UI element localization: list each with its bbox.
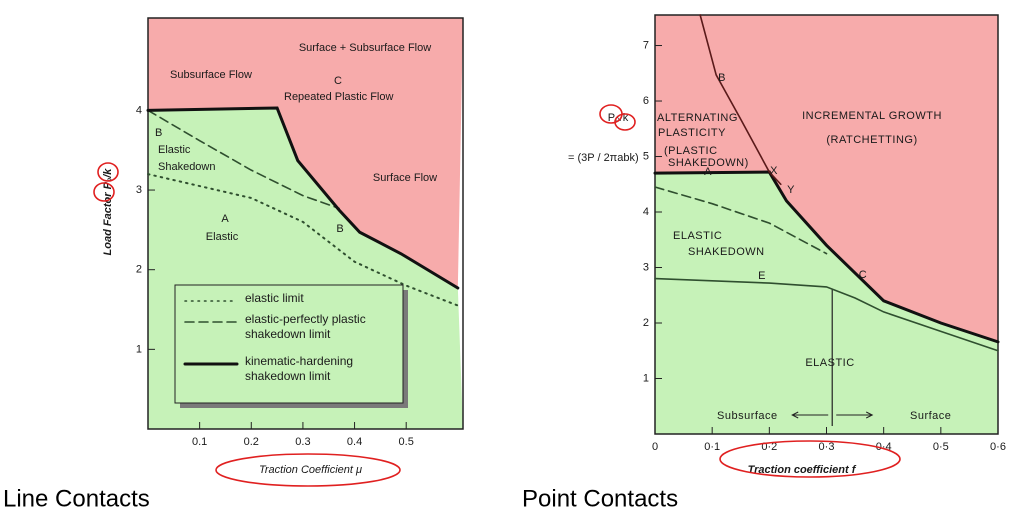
x-axis-label: Traction coefficient f (748, 464, 857, 476)
x-tick-label: 0.4 (347, 436, 362, 448)
y-tick-label: 2 (136, 264, 142, 276)
annotation: (RATCHETTING) (826, 134, 917, 146)
series-line (699, 14, 782, 186)
annotation: E (758, 270, 766, 282)
y-axis-note: = (3P / 2πabk) (568, 152, 639, 164)
annotation: SHAKEDOWN (688, 246, 765, 258)
caption: Point Contacts (522, 485, 678, 512)
annotation: Elastic (158, 144, 191, 156)
annotation: Elastic (206, 231, 239, 243)
x-tick-label: 0.5 (399, 436, 414, 448)
y-tick-label: 1 (643, 372, 649, 384)
y-axis-label: Load Factor P₀/k (102, 168, 114, 256)
y-tick-label: 7 (643, 39, 649, 51)
highlights (93, 104, 901, 487)
legend-entry: kinematic-hardening shakedown limit (245, 354, 354, 383)
y-axis-label: P₀/k (608, 112, 629, 124)
y-tick-label: 1 (136, 343, 142, 355)
annotation: A (221, 213, 229, 225)
annotation: X (770, 165, 778, 177)
x-tick-label: 0·6 (990, 441, 1006, 453)
annotation: SHAKEDOWN) (668, 157, 749, 169)
annotation: INCREMENTAL GROWTH (802, 110, 942, 122)
legend-box (174, 284, 404, 404)
annotation: B (155, 127, 162, 139)
arrow-right (836, 411, 874, 419)
annotation: PLASTICITY (658, 127, 726, 139)
legend-entry: elastic limit (245, 291, 304, 305)
annotation: Repeated Plastic Flow (284, 91, 393, 103)
highlight (614, 113, 636, 131)
annotation: Surface (910, 410, 951, 422)
x-tick-label: 0.3 (295, 436, 310, 448)
line-contacts-chart: 0.1 0.2 0.3 0.4 0.5 1 2 3 4 elastic limit elastic-… (3, 17, 464, 512)
highlight (215, 453, 401, 487)
annotation: Shakedown (158, 161, 216, 173)
highlight (719, 440, 901, 478)
annotation: Subsurface (717, 410, 778, 422)
caption: Line Contacts (3, 485, 150, 512)
legend-entry: elastic-perfectly plastic shakedown limi… (245, 312, 366, 341)
x-tick-label: 0 (652, 441, 658, 453)
annotation: ELASTIC (673, 230, 722, 242)
annotation: B (718, 72, 726, 84)
y-tick-label: 4 (136, 104, 142, 116)
legend-label: elastic-perfectly plastic shakedown limi… (245, 312, 366, 341)
y-tick-label: 2 (643, 317, 649, 329)
annotation: A (704, 166, 712, 178)
region-below (655, 172, 998, 434)
annotation: Subsurface Flow (170, 69, 252, 81)
x-tick-label: 0·3 (819, 441, 835, 453)
arrow-left (791, 411, 829, 419)
region-above (655, 15, 998, 342)
y-tick-label: 4 (643, 206, 649, 218)
annotation: Surface Flow (373, 172, 437, 184)
y-tick-label: 3 (643, 261, 649, 273)
y-tick-label: 6 (643, 95, 649, 107)
annotation: B (336, 223, 343, 235)
series-line (147, 173, 459, 307)
annotation: ALTERNATING (657, 112, 738, 124)
point-contacts-chart: 0 0·1 0·2 0·3 0·4 0·5 0·61234567ALTERNATINGPLA… (522, 14, 1006, 512)
annotation: ELASTIC (805, 357, 854, 369)
annotation: C (859, 269, 867, 281)
highlight (97, 162, 119, 182)
series-line (654, 186, 828, 255)
x-tick-label: 0·1 (704, 441, 720, 453)
annotation: (PLASTIC (664, 145, 718, 157)
series-line (146, 106, 460, 290)
y-tick-label: 5 (643, 150, 649, 162)
x-tick-label: 0.2 (244, 436, 259, 448)
series-line (654, 277, 999, 352)
annotation: C (334, 75, 342, 87)
x-tick-label: 0·5 (933, 441, 949, 453)
region-above (148, 18, 463, 289)
y-tick-label: 3 (136, 184, 142, 196)
annotation: Surface + Subsurface Flow (299, 42, 431, 54)
plot-frame (147, 17, 464, 430)
x-tick-label: 0.1 (192, 436, 207, 448)
annotation: Y (787, 184, 795, 196)
highlight (93, 182, 115, 202)
x-axis-label: Traction Coefficient μ (259, 464, 362, 476)
series-line (147, 109, 340, 210)
legend-label: elastic limit (245, 291, 304, 305)
legend-label: kinematic-hardening shakedown limit (245, 354, 354, 383)
